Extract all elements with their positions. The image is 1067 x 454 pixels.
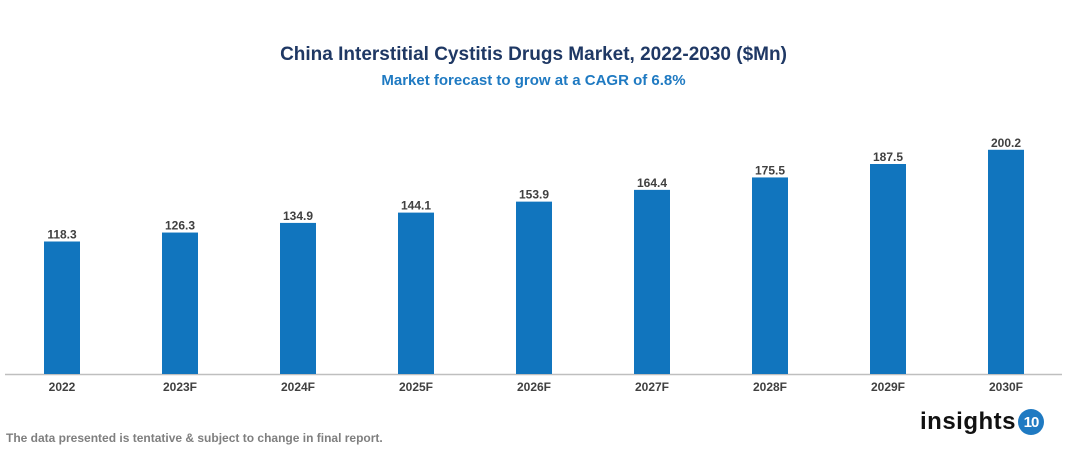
bar-2023F <box>162 232 198 374</box>
data-label: 134.9 <box>283 209 313 223</box>
data-label: 187.5 <box>873 150 903 164</box>
logo-badge: 10 <box>1018 409 1045 435</box>
x-tick-label: 2026F <box>517 380 551 394</box>
x-tick-label: 2029F <box>871 380 905 394</box>
x-tick-label: 2030F <box>989 380 1023 394</box>
bar-2025F <box>398 212 434 374</box>
bar-2028F <box>752 177 788 374</box>
x-tick-label: 2027F <box>635 380 669 394</box>
data-label: 200.2 <box>991 136 1021 150</box>
bar-2030F <box>988 149 1024 374</box>
data-label: 164.4 <box>637 176 667 190</box>
chart-subtitle: Market forecast to grow at a CAGR of 6.8… <box>381 72 686 89</box>
data-label: 118.3 <box>47 228 77 242</box>
x-tick-label: 2028F <box>753 380 787 394</box>
x-tick-label: 2023F <box>163 380 197 394</box>
x-tick-label: 2024F <box>281 380 315 394</box>
data-label: 126.3 <box>165 219 195 233</box>
chart-title: China Interstitial Cystitis Drugs Market… <box>280 44 787 65</box>
insights10-logo: insights 10 <box>920 408 1045 436</box>
data-label: 153.9 <box>519 188 549 202</box>
x-tick-label: 2022 <box>49 380 76 394</box>
bar-2027F <box>634 189 670 374</box>
bar-2022 <box>44 241 80 374</box>
bar-2029F <box>870 164 906 374</box>
bar-2024F <box>280 222 316 374</box>
bar-2026F <box>516 201 552 374</box>
logo-text: insights <box>920 408 1017 435</box>
x-tick-label: 2025F <box>399 380 433 394</box>
data-label: 144.1 <box>401 199 431 213</box>
data-label: 175.5 <box>755 163 785 177</box>
footnote: The data presented is tentative & subjec… <box>6 431 383 445</box>
